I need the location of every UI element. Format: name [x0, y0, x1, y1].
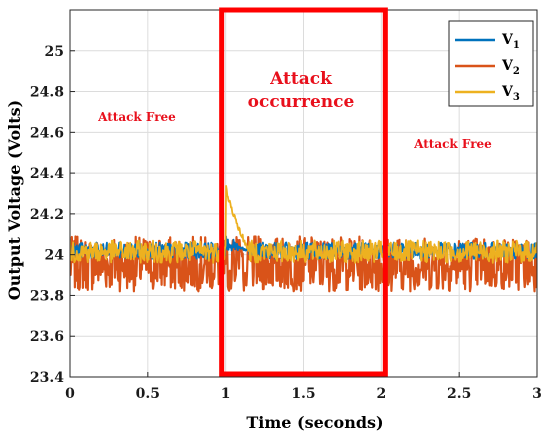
y-axis-label: Output Voltage (Volts): [5, 100, 24, 300]
x-tick-label: 2.5: [447, 386, 471, 402]
x-tick-label: 1.5: [291, 386, 315, 402]
series-layer: [70, 185, 537, 293]
y-tick-label: 25: [45, 44, 64, 60]
annotation-attack-free-left: Attack Free: [97, 110, 176, 124]
attack-window-box: [219, 7, 388, 377]
y-tick-label: 24.6: [30, 125, 64, 141]
y-tick-label: 23.6: [30, 329, 64, 345]
annotation-attack-occurrence-line2: occurrence: [248, 92, 355, 112]
x-tick-label: 0.5: [136, 386, 160, 402]
y-tick-label: 24: [45, 248, 65, 264]
x-axis-label: Time (seconds): [246, 413, 383, 432]
x-tick-label: 1: [221, 386, 231, 402]
x-tick-label: 2: [376, 386, 386, 402]
ticks: 0 0.5 1 1.5 2 2.5 3 23.4 23.6 23.8 24 24.2 24.4 24.6 2…: [30, 44, 542, 402]
y-tick-label: 23.4: [30, 370, 64, 386]
annotation-attack-free-right: Attack Free: [413, 137, 492, 151]
annotation-attack-occurrence-line1: Attack: [269, 69, 333, 89]
y-tick-label: 24.8: [30, 85, 64, 101]
x-tick-label: 3: [532, 386, 542, 402]
y-tick-label: 24.2: [30, 207, 64, 223]
y-tick-label: 24.4: [30, 166, 64, 182]
y-tick-label: 23.8: [30, 288, 64, 304]
series-line-v3: [70, 185, 537, 264]
x-tick-label: 0: [65, 386, 75, 402]
